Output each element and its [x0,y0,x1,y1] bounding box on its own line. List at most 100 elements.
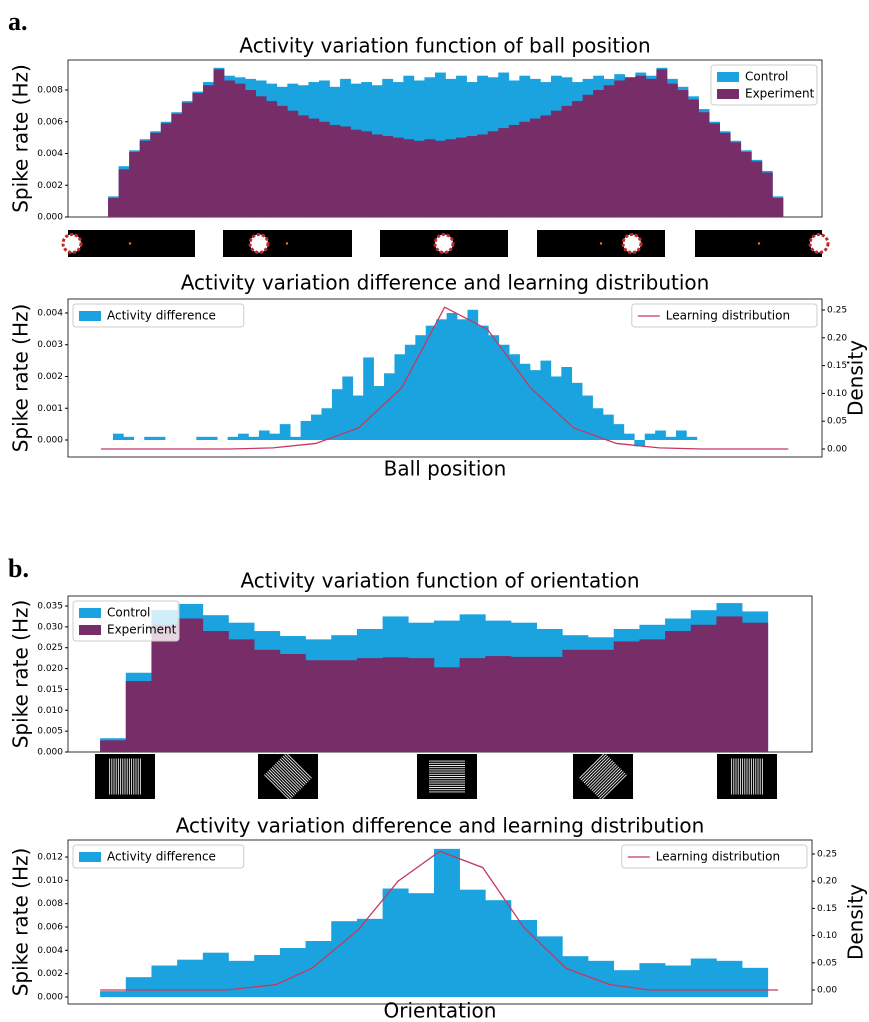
bar [181,102,193,217]
bar [456,137,467,217]
bar [761,172,773,217]
bar [690,958,717,998]
grating-bar [597,771,624,798]
bar [151,965,178,998]
grating-bar [594,768,621,795]
bar [404,344,416,441]
bar [415,335,427,441]
bar [373,386,385,441]
bar [371,134,383,217]
x-axis-label: Ball position [384,457,507,481]
y-tick-label: 0.004 [37,946,63,956]
y-tick-label: 0.008 [37,899,63,909]
fixation [599,242,603,245]
panel-label: b. [8,554,29,583]
bar [529,118,541,217]
bar [477,134,489,217]
bar [550,110,562,217]
y-tick-label: 0.025 [37,643,63,653]
legend-label: Control [107,606,150,620]
y-tick-label: 0.012 [37,853,63,863]
bar [254,649,281,752]
bar [192,93,204,217]
bar [487,131,499,217]
legend-swatch [717,72,739,82]
bar [356,918,383,998]
bar [382,888,409,998]
grating-bar [270,768,297,795]
legend-box [72,303,245,328]
bar [688,99,699,217]
ball [433,233,455,254]
chart-title: Activity variation difference and learni… [181,271,710,295]
grating-bar [284,754,311,781]
bar [433,667,460,752]
bar [536,656,563,752]
bar [202,631,229,752]
bar [742,967,769,998]
bar [352,395,364,441]
legend-box [631,303,818,328]
ball [61,233,83,254]
bar [434,140,446,217]
grating-bar [267,771,294,798]
y2-axis-label: Density [844,884,868,960]
bar [424,139,436,217]
legend-swatch [79,311,101,321]
y-axis-label: Spike rate (Hz) [9,848,33,997]
grating-bar [279,758,306,785]
chart-title: Activity variation difference and learni… [176,814,705,838]
bar [177,959,204,998]
y2-tick-label: 0.15 [817,904,837,914]
grating-bar [580,754,607,781]
bar [139,140,151,217]
bar [592,408,604,441]
bar [248,436,260,441]
y-axis-label: Spike rate (Hz) [9,600,33,749]
y-tick-label: 0.003 [37,340,63,350]
bar [540,360,552,441]
bar [266,101,278,217]
y-axis-label: Spike rate (Hz) [9,64,33,213]
bar [269,433,281,441]
bar [196,436,208,441]
bar [665,631,692,752]
bar [656,69,668,217]
y-tick-label: 0.004 [37,308,63,318]
bar [485,900,512,998]
bar [408,893,435,998]
y2-tick-label: 0.20 [827,333,847,343]
legend-label: Activity difference [107,309,216,323]
bar [308,118,320,217]
bar [603,85,615,217]
bar [561,105,573,217]
grating-bar [281,757,308,784]
y2-tick-label: 0.10 [817,931,837,941]
bar [666,83,678,217]
bar [645,78,657,217]
grating [109,758,141,795]
bar [508,124,520,217]
y-tick-label: 0.000 [37,748,63,758]
bar [562,956,589,998]
bar [511,920,537,998]
grating-bar [278,760,305,787]
plot-frame [67,839,813,1005]
bar [228,639,255,752]
bar [459,889,486,998]
y-tick-label: 0.000 [37,993,63,1003]
bar [635,75,647,217]
y-tick-label: 0.008 [37,86,63,96]
grating-bar [589,763,617,790]
grating-bar [285,752,312,779]
y2-tick-label: 0.25 [817,849,837,859]
grating [264,752,312,801]
grating-bar [596,769,623,796]
bar [300,420,312,441]
fixation [285,242,289,245]
bar [709,123,721,217]
bar [530,370,541,441]
bar [665,965,692,998]
grating-bar [588,761,615,788]
ball [248,233,270,254]
